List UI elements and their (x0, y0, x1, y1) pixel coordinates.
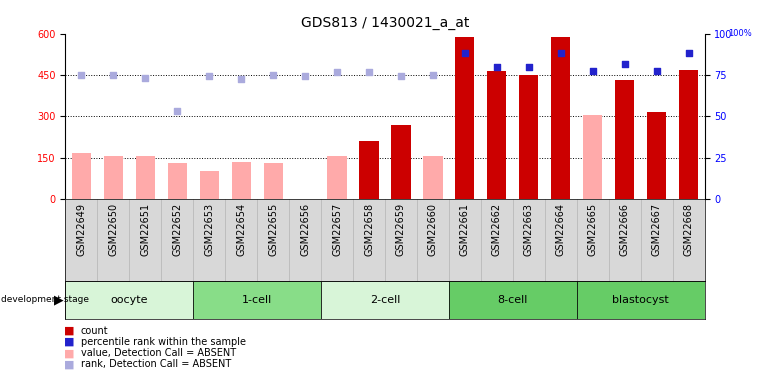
Point (139, 75, 152, 81)
Point (331, 69, 343, 75)
Text: ▶: ▶ (54, 294, 63, 306)
Bar (193, 281, 321, 319)
Text: ■: ■ (64, 326, 75, 336)
Point (395, 74, 407, 80)
Text: GSM22650: GSM22650 (109, 203, 119, 256)
Text: GSM22661: GSM22661 (460, 203, 470, 256)
Bar (391, 124, 410, 199)
Bar (487, 71, 507, 199)
Text: GSM22655: GSM22655 (268, 203, 278, 256)
Text: GSM22658: GSM22658 (364, 203, 374, 256)
Text: GSM22653: GSM22653 (204, 203, 214, 256)
Text: GSM22657: GSM22657 (332, 203, 342, 256)
Text: GSM22654: GSM22654 (236, 203, 246, 256)
Bar (519, 75, 538, 199)
Text: GSM22667: GSM22667 (651, 203, 661, 256)
Text: GSM22668: GSM22668 (684, 203, 694, 256)
Point (235, 76, 247, 82)
Text: GSM22666: GSM22666 (620, 203, 630, 256)
Bar (263, 163, 283, 199)
Text: GSM22656: GSM22656 (300, 203, 310, 256)
Text: GSM22659: GSM22659 (396, 203, 406, 256)
Bar (583, 115, 602, 199)
Text: GSM22651: GSM22651 (140, 203, 150, 256)
Bar (232, 162, 251, 199)
Text: percentile rank within the sample: percentile rank within the sample (81, 337, 246, 347)
Point (490, 64, 503, 70)
Point (171, 108, 183, 114)
Bar (551, 36, 571, 199)
Bar (168, 163, 187, 199)
Bar (449, 281, 577, 319)
Text: GSM22662: GSM22662 (492, 203, 502, 256)
Bar (199, 171, 219, 199)
Text: value, Detection Call = ABSENT: value, Detection Call = ABSENT (81, 348, 236, 358)
Bar (360, 141, 379, 199)
Point (682, 50, 695, 56)
Bar (679, 69, 698, 199)
Point (618, 61, 631, 67)
Text: ■: ■ (64, 348, 75, 358)
Bar (615, 81, 634, 199)
Text: development stage: development stage (1, 296, 89, 304)
Point (267, 72, 280, 78)
Text: rank, Detection Call = ABSENT: rank, Detection Call = ABSENT (81, 360, 231, 369)
Text: GSM22664: GSM22664 (556, 203, 566, 256)
Text: oocyte: oocyte (111, 295, 148, 305)
Text: 2-cell: 2-cell (370, 295, 400, 305)
Point (75, 72, 88, 78)
Text: GSM22652: GSM22652 (172, 203, 182, 256)
Y-axis label: 100%: 100% (728, 29, 752, 38)
Point (299, 74, 311, 80)
Point (203, 74, 216, 80)
Bar (455, 36, 474, 199)
Point (459, 50, 471, 56)
Text: GSM22649: GSM22649 (76, 203, 86, 256)
Text: 8-cell: 8-cell (497, 295, 528, 305)
Bar (321, 281, 449, 319)
Bar (72, 153, 91, 199)
Text: ■: ■ (64, 337, 75, 347)
Point (554, 50, 567, 56)
Point (651, 68, 663, 74)
Bar (577, 281, 705, 319)
Text: ■: ■ (64, 360, 75, 369)
Point (523, 64, 535, 70)
Bar (104, 156, 123, 199)
Point (427, 72, 439, 78)
Point (587, 68, 599, 74)
Text: 1-cell: 1-cell (242, 295, 273, 305)
Text: count: count (81, 326, 109, 336)
Bar (327, 156, 346, 199)
Point (107, 72, 119, 78)
Point (363, 69, 375, 75)
Text: GSM22665: GSM22665 (588, 203, 598, 256)
Bar (647, 112, 666, 199)
Text: GSM22660: GSM22660 (428, 203, 438, 256)
Text: blastocyst: blastocyst (612, 295, 669, 305)
Text: GSM22663: GSM22663 (524, 203, 534, 256)
Bar (136, 156, 155, 199)
Title: GDS813 / 1430021_a_at: GDS813 / 1430021_a_at (301, 16, 469, 30)
Bar (65, 281, 193, 319)
Bar (424, 156, 443, 199)
